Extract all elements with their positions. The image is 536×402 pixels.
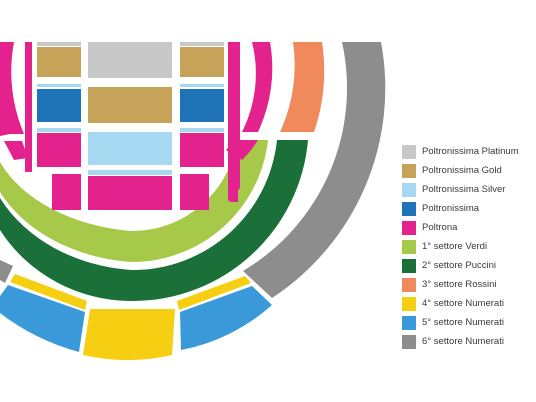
legend-swatch [402,277,416,292]
poltronissima-right[interactable] [180,89,224,122]
legend-label: 2° settore Puccini [422,260,497,271]
legend-item: Poltronissima Platinum [402,142,534,161]
gold-top-left[interactable] [37,47,81,77]
legend-swatch [402,334,416,349]
legend-item: 1° settore Verdi [402,237,534,256]
sector-1-verdi[interactable] [0,140,268,263]
platinum-strip-left[interactable] [37,42,81,46]
legend-label: 1° settore Verdi [422,241,488,252]
sector-6-numerati[interactable] [243,42,386,298]
legend-label: Poltronissima Platinum [422,146,519,157]
seating-chart [0,42,386,361]
legend-swatch [402,201,416,216]
poltrona-left-band[interactable] [0,42,24,136]
sector-5-right-block[interactable] [180,286,272,350]
platinum-top-center[interactable] [88,42,172,78]
legend-swatch [402,182,416,197]
legend-swatch [402,144,416,159]
poltronissima-left[interactable] [37,89,81,122]
legend-item: 6° settore Numerati [402,332,534,351]
legend-item: Poltronissima Gold [402,161,534,180]
legend-swatch [402,296,416,311]
legend-label: 3° settore Rossini [422,279,497,290]
sector-4-center-block[interactable] [83,309,175,361]
poltrona-mid-left[interactable] [37,133,81,167]
sector-3-rossini[interactable] [280,42,325,132]
gold-top-right[interactable] [180,47,224,77]
legend: Poltronissima Platinum Poltronissima Gold… [402,142,534,351]
silver-strip-left-2[interactable] [37,128,81,132]
silver-strip-right[interactable] [180,84,224,87]
legend-label: 6° settore Numerati [422,336,504,347]
legend-item: 4° settore Numerati [402,294,534,313]
legend-label: Poltronissima Gold [422,165,502,176]
sector-4-left-edge[interactable] [10,274,87,310]
poltrona-right-band[interactable] [242,42,273,132]
poltrona-low-right[interactable] [180,174,209,210]
poltrona-low-center[interactable] [88,176,172,210]
legend-item: Poltrona [402,218,534,237]
platinum-strip-right[interactable] [180,42,224,46]
silver-strip-right-2[interactable] [180,128,224,132]
legend-label: Poltrona [422,222,458,233]
legend-swatch [402,220,416,235]
legend-swatch [402,239,416,254]
legend-swatch [402,258,416,273]
poltrona-low-left[interactable] [52,174,81,210]
poltrona-mid-right[interactable] [180,133,224,167]
sector-2-puccini[interactable] [0,140,308,302]
legend-swatch [402,315,416,330]
legend-item: 2° settore Puccini [402,256,534,275]
legend-label: Poltronissima [422,203,480,214]
legend-label: 5° settore Numerati [422,317,504,328]
poltrona-inner-right[interactable] [228,42,240,202]
poltrona-col-left[interactable] [25,42,32,172]
sector-4-right-edge[interactable] [177,276,251,310]
legend-label: Poltronissima Silver [422,184,506,195]
sector-6-left-piece[interactable] [0,260,13,283]
legend-label: 4° settore Numerati [422,298,504,309]
legend-item: Poltronissima Silver [402,180,534,199]
silver-strip-center-low[interactable] [88,170,172,175]
legend-item: Poltronissima [402,199,534,218]
poltrona-left-lower[interactable] [4,141,28,160]
silver-center[interactable] [88,132,172,165]
legend-swatch [402,163,416,178]
gold-center[interactable] [88,87,172,123]
silver-strip-left[interactable] [37,84,81,87]
legend-item: 5° settore Numerati [402,313,534,332]
legend-item: 3° settore Rossini [402,275,534,294]
sector-5-left-block[interactable] [0,285,85,352]
